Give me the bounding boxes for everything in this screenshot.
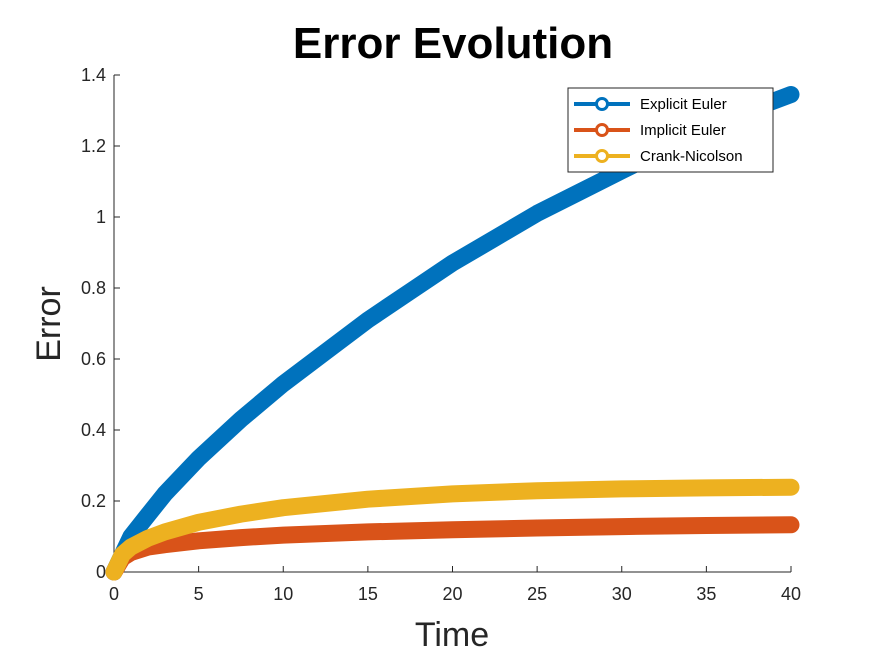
x-tick-label: 15: [358, 584, 378, 604]
x-tick-label: 10: [273, 584, 293, 604]
legend-marker: [595, 149, 609, 163]
series-line-implicit-euler: [105, 516, 800, 581]
y-tick-label: 0.6: [81, 349, 106, 369]
legend-marker: [595, 97, 609, 111]
x-axis-label: Time: [415, 616, 489, 654]
x-tick-label: 0: [109, 584, 119, 604]
x-tick-label: 35: [696, 584, 716, 604]
x-tick-label: 30: [612, 584, 632, 604]
y-tick-label: 1.4: [81, 65, 106, 85]
legend-marker: [595, 123, 609, 137]
legend-label: Explicit Euler: [640, 96, 727, 113]
y-tick-label: 1.2: [81, 136, 106, 156]
y-tick-label: 0.4: [81, 420, 106, 440]
x-tick-label: 25: [527, 584, 547, 604]
legend-label: Implicit Euler: [640, 122, 726, 139]
y-axis-label: Error: [30, 286, 68, 362]
legend-label: Crank-Nicolson: [640, 148, 743, 165]
axes: 0 5 10 15 20 25 30 35 40 0 0.2 0.4 0.6 0.8 1 1.2 1.4: [81, 65, 801, 604]
series-line-crank-nicolson: [105, 478, 800, 581]
x-tick-label: 40: [781, 584, 801, 604]
x-tick-label: 5: [194, 584, 204, 604]
legend: Explicit Euler Implicit Euler Crank-Nicols…: [567, 87, 774, 173]
chart-title: Error Evolution: [293, 19, 613, 68]
y-tick-label: 0: [96, 562, 106, 582]
y-tick-label: 1: [96, 207, 106, 227]
y-tick-label: 0.2: [81, 491, 106, 511]
x-tick-label: 20: [442, 584, 462, 604]
y-tick-label: 0.8: [81, 278, 106, 298]
